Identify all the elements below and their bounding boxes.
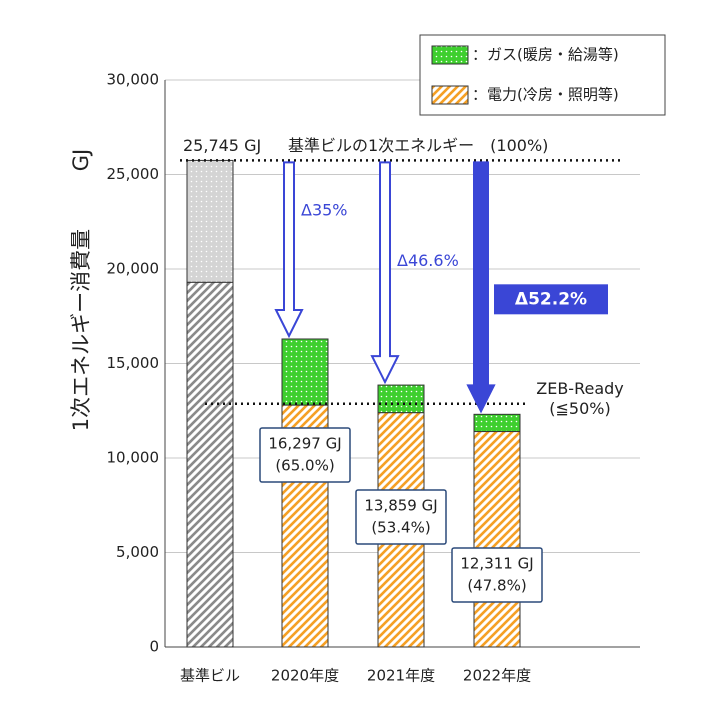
y-tick-label: 25,000: [107, 165, 160, 183]
y-tick-label: 30,000: [107, 71, 160, 89]
bar-segment: [281, 338, 329, 406]
x-tick-label: 2020年度: [271, 667, 339, 685]
total-label: 13,859 GJ: [364, 497, 437, 515]
bar-segment: [473, 413, 521, 433]
x-tick-label: 2021年度: [367, 667, 435, 685]
y-axis-unit: GJ: [69, 149, 93, 171]
x-tick-label: 2022年度: [463, 667, 531, 685]
value-box: [451, 547, 543, 603]
total-label: 12,311 GJ: [460, 555, 533, 573]
reduction-label-box: [494, 284, 608, 315]
percent-label: (47.8%): [467, 577, 526, 595]
y-tick-label: 10,000: [107, 449, 160, 467]
reference-label: 基準ビルの1次エネルギー (100%): [288, 136, 548, 155]
total-label: 16,297 GJ: [268, 435, 341, 453]
percent-label: (53.4%): [371, 519, 430, 537]
value-box: [259, 427, 351, 483]
reduction-arrow: [370, 161, 400, 385]
reduction-label: Δ52.2%: [515, 289, 587, 309]
reference-label: (≦50%): [549, 399, 610, 418]
bar-segment: [377, 384, 425, 414]
reference-label: ZEB-Ready: [536, 379, 624, 398]
y-tick-label: 15,000: [107, 354, 160, 372]
reduction-arrow: [274, 161, 304, 339]
y-tick-label: 0: [149, 638, 159, 656]
legend-swatch: [431, 45, 469, 65]
legend-swatch: [431, 85, 469, 105]
reduction-label: Δ35%: [301, 201, 348, 220]
bar-segment: [473, 431, 521, 648]
x-tick-label: 基準ビル: [180, 667, 240, 685]
reduction-label: Δ46.6%: [397, 251, 459, 270]
reduction-arrow: [466, 161, 496, 414]
bar-segment: [186, 281, 234, 648]
y-tick-label: 20,000: [107, 260, 160, 278]
y-tick-label: 5,000: [116, 543, 159, 561]
percent-label: (65.0%): [275, 457, 334, 475]
value-box: [355, 489, 447, 545]
y-axis-title: 1次エネルギー消費量: [69, 229, 93, 431]
legend-label: ：電力(冷房・照明等): [472, 86, 619, 104]
legend-label: ：ガス(暖房・給湯等): [472, 46, 619, 64]
total-label: 25,745 GJ: [183, 136, 261, 155]
bar-segment: [186, 159, 234, 283]
